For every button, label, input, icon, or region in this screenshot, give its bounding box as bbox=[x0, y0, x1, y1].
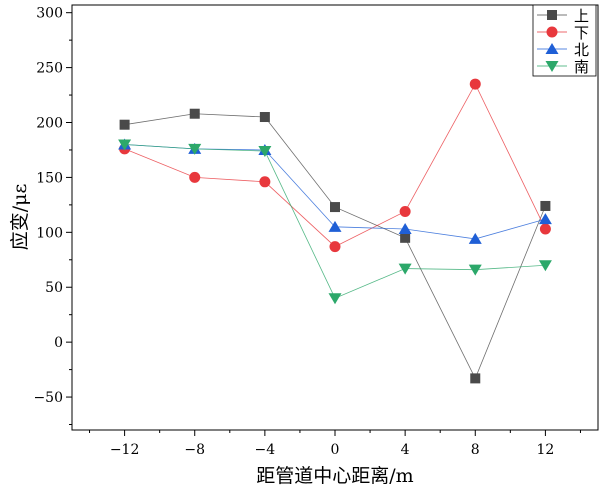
legend-box bbox=[532, 4, 597, 77]
y-tick-label: 0 bbox=[54, 335, 63, 351]
data-point bbox=[189, 108, 200, 119]
data-point bbox=[540, 200, 551, 211]
y-tick-label: 50 bbox=[45, 280, 63, 296]
data-point bbox=[398, 263, 412, 275]
data-point bbox=[470, 373, 481, 384]
series-0 bbox=[119, 108, 551, 384]
legend-marker bbox=[547, 10, 557, 20]
data-point bbox=[468, 264, 482, 276]
legend-marker bbox=[545, 61, 559, 72]
y-tick-label: 300 bbox=[36, 6, 63, 22]
series-1 bbox=[119, 78, 551, 253]
data-point bbox=[329, 241, 341, 253]
data-point bbox=[398, 223, 412, 235]
series-3 bbox=[118, 139, 552, 305]
data-point bbox=[189, 171, 201, 183]
data-point bbox=[118, 139, 132, 151]
legend-label: 南 bbox=[574, 58, 589, 76]
data-point bbox=[468, 232, 482, 244]
series-2 bbox=[118, 138, 552, 244]
y-axis-label: 应变/με bbox=[9, 184, 31, 251]
legend-label: 下 bbox=[574, 24, 589, 42]
legend-marker bbox=[545, 43, 559, 54]
data-point bbox=[399, 205, 411, 217]
legend-label: 北 bbox=[574, 41, 589, 59]
x-axis-label: 距管道中心距离/m bbox=[256, 465, 413, 487]
x-tick-label: −12 bbox=[110, 442, 140, 458]
y-tick-label: 150 bbox=[36, 170, 63, 186]
data-point bbox=[538, 213, 552, 225]
x-tick-label: 8 bbox=[471, 442, 480, 458]
plot-frame bbox=[71, 4, 599, 431]
legend-label: 上 bbox=[574, 7, 589, 25]
data-point bbox=[400, 232, 411, 243]
data-point bbox=[259, 176, 271, 188]
x-tick-label: 12 bbox=[536, 442, 554, 458]
data-point bbox=[469, 78, 481, 90]
x-tick-label: 0 bbox=[331, 442, 340, 458]
data-point bbox=[119, 119, 130, 130]
x-tick-label: −4 bbox=[255, 442, 276, 458]
data-point bbox=[539, 223, 551, 235]
data-point bbox=[330, 202, 340, 213]
x-tick-label: −8 bbox=[184, 442, 205, 458]
y-tick-label: 200 bbox=[36, 116, 63, 132]
y-tick-label: 100 bbox=[36, 225, 63, 241]
data-point bbox=[328, 220, 342, 232]
y-tick-label: −50 bbox=[33, 390, 63, 406]
x-tick-label: 4 bbox=[401, 442, 410, 458]
data-point bbox=[259, 112, 270, 123]
data-point bbox=[258, 146, 272, 158]
data-point bbox=[538, 260, 552, 272]
legend-marker bbox=[546, 26, 558, 38]
y-tick-label: 250 bbox=[36, 61, 63, 77]
data-point bbox=[188, 143, 202, 155]
data-point bbox=[328, 293, 342, 305]
